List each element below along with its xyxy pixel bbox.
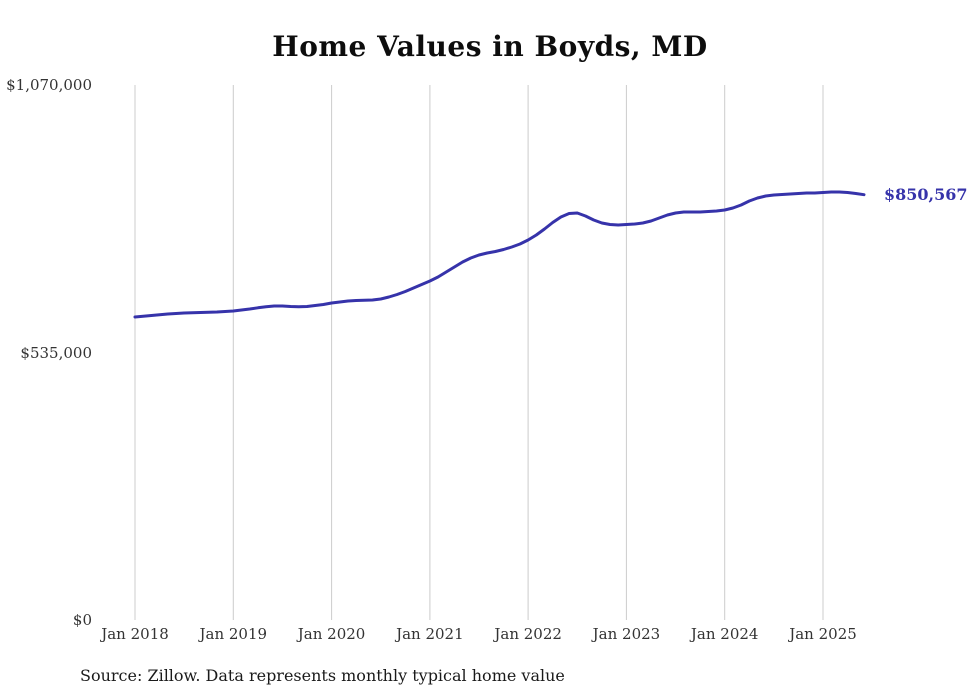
y-axis-tick-label: $1,070,000 <box>6 76 92 94</box>
y-axis-tick-label: $535,000 <box>20 343 92 362</box>
x-axis-tick-label: Jan 2022 <box>494 625 562 643</box>
latest-value-label: $850,567 <box>884 184 968 204</box>
x-axis-tick-label: Jan 2025 <box>789 625 857 643</box>
x-axis-tick-label: Jan 2018 <box>101 625 169 643</box>
x-axis-tick-label: Jan 2024 <box>690 625 759 643</box>
x-axis-tick-label: Jan 2023 <box>592 625 661 643</box>
x-axis-tick-label: Jan 2019 <box>199 625 268 643</box>
home-value-line <box>133 190 866 319</box>
chart-title: Home Values in Boyds, MD <box>272 30 708 63</box>
y-axis-tick-label: $0 <box>72 611 92 629</box>
x-axis-tick-label: Jan 2020 <box>297 625 366 643</box>
x-axis-tick-label: Jan 2021 <box>396 625 464 643</box>
source-note: Source: Zillow. Data represents monthly … <box>80 666 565 685</box>
